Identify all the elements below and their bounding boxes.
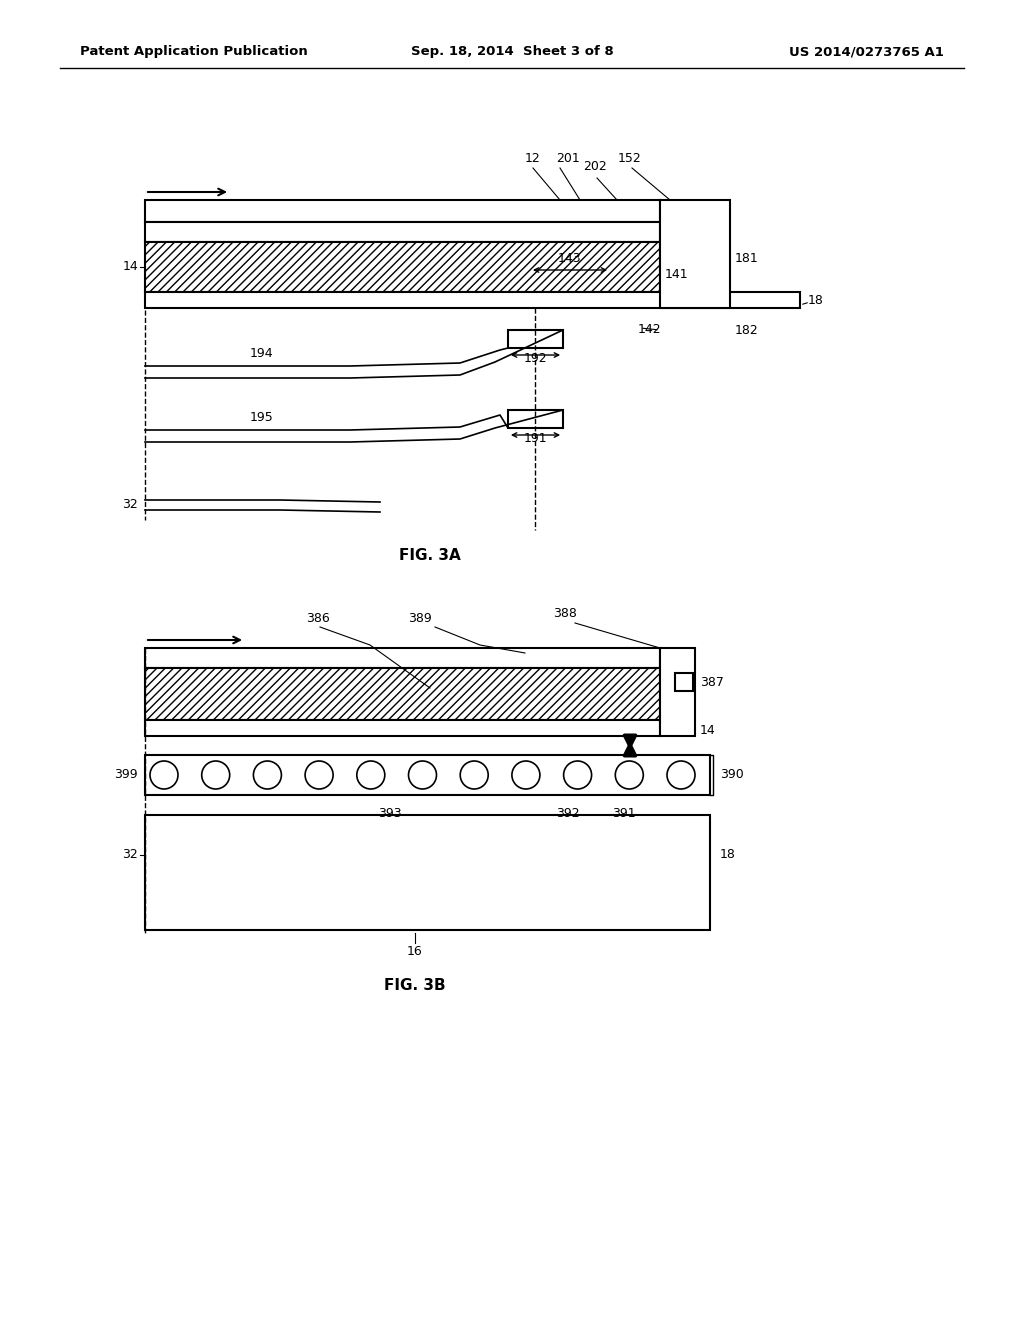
Text: 386: 386 [306, 612, 330, 624]
Text: 192: 192 [523, 352, 547, 366]
Text: 12: 12 [525, 152, 541, 165]
Text: 143: 143 [558, 252, 582, 265]
Text: 14: 14 [122, 260, 138, 273]
Text: 18: 18 [720, 849, 736, 862]
Text: Sep. 18, 2014  Sheet 3 of 8: Sep. 18, 2014 Sheet 3 of 8 [411, 45, 613, 58]
Text: 14: 14 [700, 723, 716, 737]
Bar [675, 673, 693, 690]
Text: 191: 191 [523, 432, 547, 445]
Text: 181: 181 [735, 252, 759, 264]
Text: FIG. 3A: FIG. 3A [399, 548, 461, 562]
Text: 32: 32 [122, 849, 138, 862]
Bar [145, 292, 800, 308]
Text: 399: 399 [115, 768, 138, 781]
Bar [145, 719, 660, 737]
Text: 16: 16 [408, 945, 423, 958]
Text: 388: 388 [553, 607, 577, 620]
Text: 195: 195 [250, 411, 273, 424]
Bar [145, 222, 660, 242]
Text: 390: 390 [720, 768, 743, 781]
Bar [660, 648, 695, 737]
Bar [508, 330, 563, 348]
Text: 182: 182 [735, 323, 759, 337]
Text: 152: 152 [618, 152, 642, 165]
Text: 202: 202 [583, 160, 607, 173]
Text: 142: 142 [638, 323, 662, 337]
Text: 194: 194 [250, 347, 273, 360]
Text: FIG. 3B: FIG. 3B [384, 978, 445, 993]
Text: US 2014/0273765 A1: US 2014/0273765 A1 [790, 45, 944, 58]
Text: 392: 392 [556, 807, 580, 820]
Bar [660, 201, 730, 308]
Text: 391: 391 [612, 807, 636, 820]
Bar [508, 411, 563, 428]
Text: 393: 393 [378, 807, 401, 820]
Text: 18: 18 [808, 293, 824, 306]
Text: 201: 201 [556, 152, 580, 165]
Bar [145, 201, 660, 222]
Bar [145, 814, 710, 931]
Text: 389: 389 [409, 612, 432, 624]
Text: 141: 141 [665, 268, 688, 281]
Text: 32: 32 [122, 499, 138, 511]
Bar [145, 648, 660, 668]
Text: Patent Application Publication: Patent Application Publication [80, 45, 308, 58]
Bar [145, 242, 660, 292]
Bar [145, 668, 660, 719]
Bar [145, 755, 710, 795]
Text: 387: 387 [700, 676, 724, 689]
